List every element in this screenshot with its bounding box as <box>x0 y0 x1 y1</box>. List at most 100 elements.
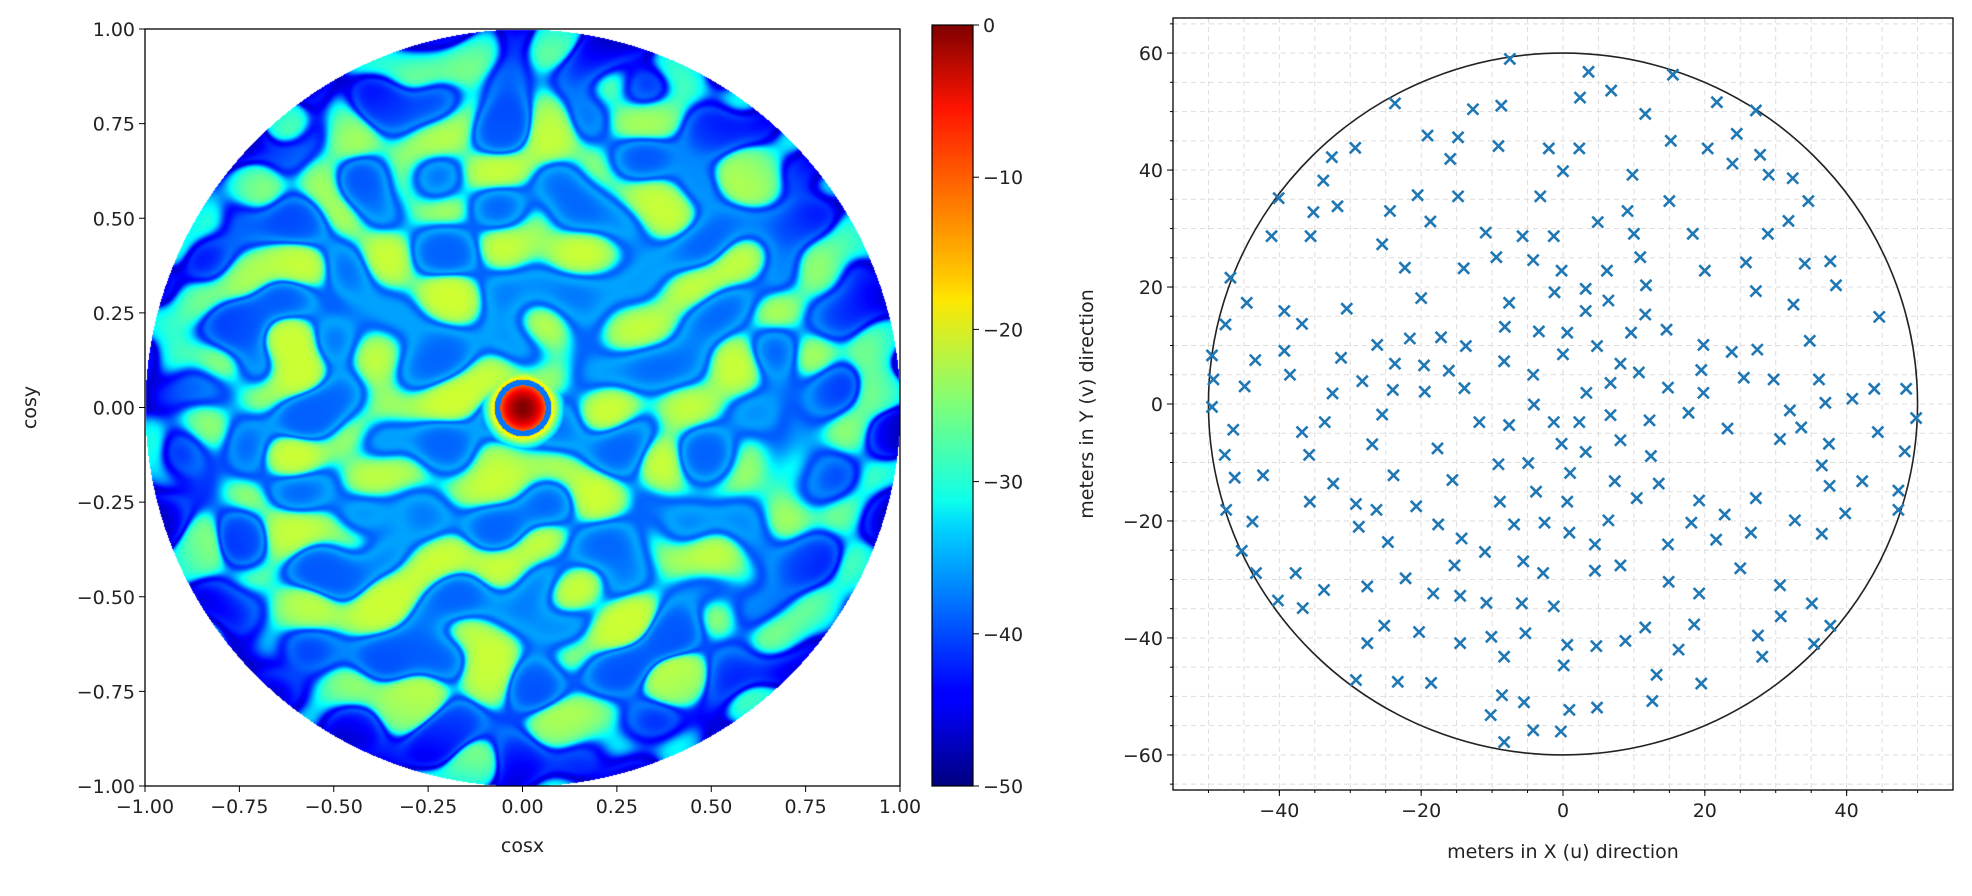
antenna-element-marker <box>1218 448 1232 462</box>
antenna-element-marker <box>1562 526 1576 540</box>
antenna-element-marker <box>1403 332 1417 345</box>
colorbar-tick-label: −30 <box>983 472 1023 494</box>
antenna-element-marker <box>1295 317 1309 331</box>
x-tick-label: 0.25 <box>596 796 638 818</box>
antenna-element-marker <box>1618 634 1632 648</box>
antenna-element-marker <box>1370 338 1384 352</box>
antenna-element-marker <box>1572 415 1586 429</box>
antenna-element-marker <box>1818 396 1832 410</box>
antenna-element-marker <box>1532 325 1546 338</box>
antenna-element-marker <box>1725 345 1739 359</box>
antenna-element-marker <box>1749 284 1763 298</box>
antenna-element-marker <box>1891 484 1905 497</box>
antenna-element-marker <box>1650 668 1664 682</box>
antenna-element-marker <box>1600 264 1614 278</box>
antenna-element-marker <box>1383 204 1397 218</box>
beam-pattern-heatmap <box>145 29 900 786</box>
antenna-element-marker <box>1614 357 1627 371</box>
antenna-element-marker <box>1316 174 1330 188</box>
antenna-element-marker <box>1761 227 1775 241</box>
antenna-element-marker <box>1696 386 1710 400</box>
antenna-element-marker <box>1749 103 1763 117</box>
antenna-element-marker <box>1744 526 1758 540</box>
antenna-element-marker <box>1579 304 1593 318</box>
antenna-element-marker <box>1521 456 1535 470</box>
antenna-element-marker <box>1556 347 1570 361</box>
antenna-element-marker <box>1557 659 1571 672</box>
antenna-element-marker <box>1542 142 1556 155</box>
antenna-element-marker <box>1812 373 1826 386</box>
antenna-element-marker <box>1560 326 1574 340</box>
antenna-element-marker <box>1639 278 1653 292</box>
antenna-element-marker <box>1710 95 1724 109</box>
antenna-element-marker <box>1645 694 1659 708</box>
antenna-element-marker <box>1604 408 1617 422</box>
antenna-element-marker <box>1352 520 1366 534</box>
antenna-element-marker <box>1749 491 1763 505</box>
antenna-element-marker <box>1502 418 1516 432</box>
antenna-element-marker <box>1696 338 1710 352</box>
antenna-element-marker <box>1426 587 1440 600</box>
antenna-element-marker <box>1801 194 1815 208</box>
antenna-element-marker <box>1277 304 1291 318</box>
antenna-element-marker <box>1484 708 1498 722</box>
antenna-element-marker <box>1228 471 1242 485</box>
antenna-element-marker <box>1453 589 1467 603</box>
antenna-element-marker <box>1219 503 1233 517</box>
antenna-element-marker <box>1238 380 1252 393</box>
antenna-element-marker <box>1265 229 1278 243</box>
antenna-element-marker <box>1692 587 1706 600</box>
y-tick-label: −40 <box>1123 628 1163 650</box>
antenna-element-marker <box>1421 129 1434 142</box>
y-tick-label: 0.25 <box>93 303 135 325</box>
antenna-element-marker <box>1786 171 1800 185</box>
antenna-element-marker <box>1815 527 1829 541</box>
antenna-element-marker <box>1331 199 1344 213</box>
antenna-element-marker <box>1536 566 1550 580</box>
antenna-element-marker <box>1334 351 1348 365</box>
antenna-element-marker <box>1326 387 1339 400</box>
antenna-element-marker <box>1412 625 1426 639</box>
antenna-element-marker <box>1845 392 1859 406</box>
antenna-element-marker <box>1608 474 1622 488</box>
antenna-element-marker <box>1604 84 1618 97</box>
antenna-element-marker <box>1533 189 1547 203</box>
antenna-element-marker <box>1207 373 1220 386</box>
antenna-element-marker <box>1516 229 1529 243</box>
antenna-element-marker <box>1572 142 1586 155</box>
antenna-element-marker <box>1692 494 1706 507</box>
antenna-element-marker <box>1497 354 1511 368</box>
antenna-element-marker <box>1822 437 1836 451</box>
antenna-element-marker <box>1355 374 1369 388</box>
antenna-element-marker <box>1226 423 1240 437</box>
antenna-element-marker <box>1661 537 1675 551</box>
antenna-element-marker <box>1563 466 1577 480</box>
antenna-element-marker <box>1303 495 1317 509</box>
antenna-element-marker <box>1871 425 1885 439</box>
antenna-element-marker <box>1632 365 1646 379</box>
antenna-element-marker <box>1399 571 1412 585</box>
antenna-element-marker <box>1774 609 1788 623</box>
antenna-element-marker <box>1445 473 1459 487</box>
antenna-element-marker <box>1459 339 1473 353</box>
antenna-element-marker <box>1466 102 1480 116</box>
antenna-element-marker <box>1823 619 1837 633</box>
antenna-element-marker <box>1340 302 1354 316</box>
antenna-element-marker <box>1526 253 1540 267</box>
antenna-element-marker <box>1579 445 1593 459</box>
antenna-element-marker <box>1527 398 1541 412</box>
y-axis-label: cosy <box>19 386 41 429</box>
antenna-element-marker <box>1739 256 1753 269</box>
y-tick-label: −0.25 <box>77 492 135 514</box>
antenna-element-marker <box>1431 442 1444 455</box>
antenna-element-marker <box>1472 415 1486 429</box>
x-tick-label: 1.00 <box>879 796 921 818</box>
antenna-element-marker <box>1453 636 1467 650</box>
antenna-element-marker <box>1494 99 1508 113</box>
antenna-element-marker <box>1417 358 1431 372</box>
antenna-element-marker <box>1360 636 1374 650</box>
y-tick-label: −1.00 <box>77 776 135 798</box>
y-tick-label: 20 <box>1139 277 1163 299</box>
